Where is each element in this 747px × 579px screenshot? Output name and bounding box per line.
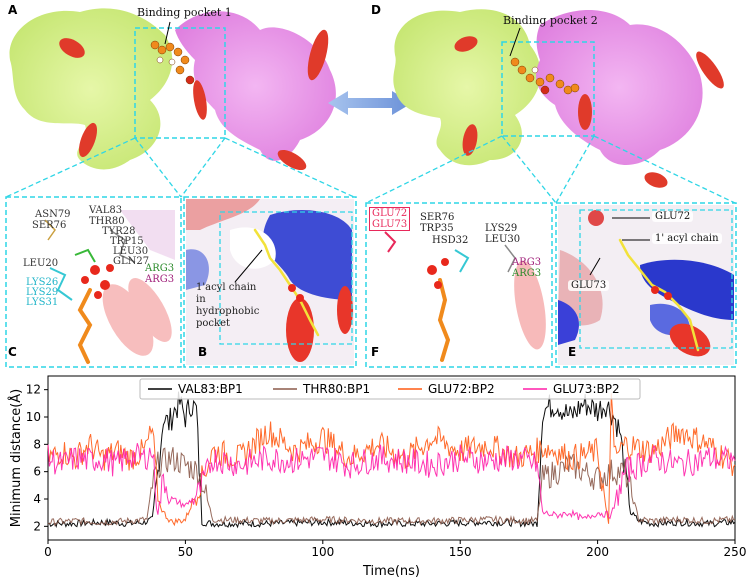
x-tick-label: 200 [586,545,609,559]
panel-f-art [384,231,546,362]
acyl-hydrophobic-label: hydrophobic [196,306,260,317]
y-tick-label: 12 [26,383,41,397]
residue-arg3-f-green: ARG3 [512,268,542,279]
red-helix [59,38,85,58]
residue-lys29-f: LYS29 [485,223,518,234]
legend-box [139,378,641,400]
red-helix [193,80,207,120]
y-tick-label: 10 [26,410,41,424]
residue-leu30-f: LEU30 [485,234,521,245]
green-protein-surface-d [393,9,541,166]
panel-letter-f: F [371,345,380,359]
residue-lys26: LYS26 [26,277,59,288]
green-protein-surface-a [9,8,173,170]
red-helix [462,124,478,156]
glu-box-f: GLU72 GLU73 [369,207,411,231]
acyl-callout-e: 1' acyl chain [652,233,722,244]
y-tick-label: 4 [33,492,41,506]
residue-trp35-f: TRP35 [420,223,454,234]
x-tick-label: 50 [178,545,193,559]
red-helix [277,149,307,171]
zoom-connectors [5,135,736,204]
residue-tyr28: TYR28 [102,226,136,237]
series-line-thr80-bp1 [47,447,736,527]
panel-letter-e: E [568,345,577,359]
residue-ser76: SER76 [32,220,67,231]
residue-glu72-f: GLU72 [372,208,408,219]
ligand-bp2 [510,57,580,95]
x-tick-label: 250 [724,545,747,559]
residue-arg3-purple: ARG3 [145,274,175,285]
acyl-in-label: in [196,294,206,305]
residue-asn79: ASN79 [35,209,71,220]
panel-letter-d: D [371,3,381,17]
panel-d-structure [393,9,724,188]
series-line-val83-bp1 [47,391,736,529]
red-helix [578,94,592,130]
legend-label: VAL83:BP1 [178,382,243,396]
red-helix [644,172,668,188]
pink-protein-surface-a [175,11,336,161]
frame-f [365,202,553,368]
panel-letter-b: B [198,345,208,359]
x-tick-label: 150 [449,545,472,559]
residue-arg3-f-purple: ARG3 [512,257,542,268]
y-axis-label: Minimum distance(Å) [8,389,24,528]
legend-label: GLU73:BP2 [553,382,620,396]
binding-pocket-2-label: Binding pocket 2 [503,14,598,27]
glu73-callout-e: GLU73 [568,280,610,291]
series-line-glu72-bp2 [47,393,736,527]
residue-thr80: THR80 [89,216,125,227]
y-tick-label: 6 [33,465,41,479]
residue-trp15: TRP15 [110,236,144,247]
frame-e [555,202,737,368]
series-line-glu73-bp2 [47,443,736,521]
ligand-bp1 [150,40,195,85]
annotation-line [509,27,521,57]
residue-lys29: LYS29 [26,287,59,298]
residue-leu20: LEU20 [23,258,59,269]
residue-ser76-f: SER76 [420,212,455,223]
panel-c-art [44,210,175,364]
panel-letter-c: C [8,345,17,359]
residue-gln27: GLN27 [113,256,150,267]
residue-lys31: LYS31 [26,297,59,308]
x-axis-label: Time(ns) [362,564,420,579]
red-helix-transparent [514,260,546,350]
acyl-chain-label-b: 1'acyl chain [196,282,257,293]
residue-val83: VAL83 [89,205,123,216]
panel-letter-a: A [8,3,18,17]
red-helix-transparent [102,278,172,356]
red-helix [78,122,98,158]
annotation-line [164,21,171,45]
panel-a-structure [9,8,336,171]
residue-arg3-green: ARG3 [145,263,175,274]
red-helix [696,51,724,89]
double-arrow [328,91,412,115]
pocket-box-d [501,41,595,137]
frame-b [183,196,357,368]
x-tick-label: 0 [44,545,52,559]
frame-c [5,196,182,368]
panel-b-art [186,199,354,365]
y-tick-label: 2 [33,519,41,533]
acyl-pocket-label: pocket [196,318,231,329]
pink-protein-surface-d [535,10,703,165]
y-tick-label: 8 [33,437,41,451]
x-tick-label: 100 [311,545,334,559]
glu72-callout-e: GLU72 [652,211,694,222]
legend-label: THR80:BP1 [302,382,370,396]
red-helix [307,29,329,81]
residue-leu30: LEU30 [113,246,149,257]
residue-glu73-f: GLU73 [372,219,408,230]
binding-pocket-1-label: Binding pocket 1 [137,6,232,19]
red-helix [454,36,478,52]
legend-label: GLU72:BP2 [428,382,495,396]
pocket-box-a [134,27,226,139]
residue-hsd32-f: HSD32 [432,235,469,246]
